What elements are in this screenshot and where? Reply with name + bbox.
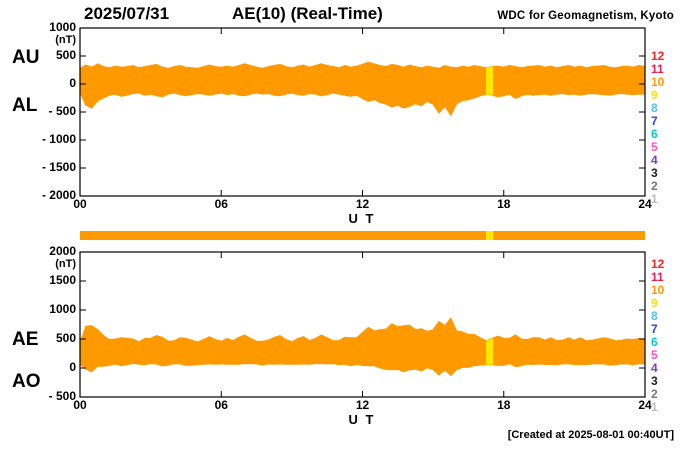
panel1-ytick-label--1500: - 1500	[41, 160, 76, 174]
panel1-ytick-label-0: 0	[69, 76, 76, 90]
panel2-station-count-7: 7	[651, 322, 658, 336]
panel1-station-count-4: 4	[651, 153, 658, 167]
panel2-station-count-10: 10	[651, 283, 665, 297]
panel1-station-count-1: 1	[651, 192, 658, 206]
panel1-ytick-label-1000: 1000	[49, 20, 76, 34]
panel2-xtick-label-18: 18	[497, 398, 511, 412]
data-source-label: WDC for Geomagnetism, Kyoto	[497, 10, 674, 22]
panel2-xtick-label-24: 24	[638, 398, 652, 412]
panel1-station-count-12: 12	[651, 49, 665, 63]
panel1-station-count-3: 3	[651, 166, 658, 180]
axis-label-ao: AO	[12, 371, 41, 392]
panel2-ytick-label-1000: 1000	[49, 302, 76, 316]
panel2-frame	[79, 251, 646, 398]
panel1-xtick-label-06: 06	[214, 197, 228, 211]
panel2-station-count-9: 9	[651, 296, 658, 310]
panel1-xtick-label-24: 24	[638, 197, 652, 211]
panel1-xtick-label-12: 12	[355, 197, 370, 211]
panel2-AE-AO-band	[79, 317, 646, 377]
panel2-station-count-6: 6	[651, 335, 658, 349]
panel1-station-count-8: 8	[651, 101, 658, 115]
plot-date: 2025/07/31	[84, 4, 170, 23]
panel1-station-count-6: 6	[651, 127, 658, 141]
panel1-station-count-10: 10	[651, 75, 665, 89]
availability-segment-10-stations	[493, 231, 645, 240]
panel2-station-count-12: 12	[651, 257, 665, 271]
plot-title: AE(10) (Real-Time)	[232, 4, 383, 23]
panel1-ytick-label-500: 500	[55, 48, 76, 62]
created-at-label: [Created at 2025-08-01 00:40UT]	[507, 429, 674, 441]
panel2-ytick-label-0: 0	[69, 360, 76, 374]
panel2-station-count-3: 3	[651, 374, 658, 388]
axis-label-au: AU	[12, 47, 40, 68]
panel1-frame	[79, 27, 646, 197]
panel2-ytick-label--500: - 500	[48, 389, 76, 403]
panel2-xtick-label-00: 00	[73, 398, 87, 412]
panel1-station-count-11: 11	[651, 62, 664, 76]
panel1-ytick-label--2000: - 2000	[41, 188, 76, 202]
panel2-xtick-label-12: 12	[355, 398, 370, 412]
axis-label-ae: AE	[12, 329, 39, 350]
panel1-xtick-label-18: 18	[497, 197, 511, 211]
panel2-station-count-1: 1	[651, 400, 658, 414]
panel1-ytick-label--1000: - 1000	[41, 132, 76, 146]
panel2-unit-label: (nT)	[55, 258, 76, 270]
panel2-highlight-stripe	[486, 318, 494, 376]
panel2-station-count-8: 8	[651, 309, 658, 323]
panel2-xtick-label-06: 06	[214, 398, 228, 412]
panel2-ytick-label-500: 500	[55, 331, 76, 345]
axis-label-al: AL	[12, 95, 38, 116]
panel2-ut-axis-label: U T	[348, 412, 376, 427]
availability-segment-10-stations	[80, 231, 487, 240]
panel1-station-count-5: 5	[651, 140, 658, 154]
panel1-unit-label: (nT)	[55, 34, 76, 46]
panel2-ytick-label-2000: 2000	[49, 244, 76, 258]
panel1-xtick-label-00: 00	[73, 197, 87, 211]
availability-segment-9-stations	[486, 231, 494, 240]
panel1-highlight-stripe	[486, 62, 494, 116]
panel2-ytick-label-1500: 1500	[49, 273, 76, 287]
panel1-ytick-label--500: - 500	[48, 104, 76, 118]
panel2-station-count-11: 11	[651, 270, 664, 284]
panel1-station-count-7: 7	[651, 114, 658, 128]
panel1-ut-axis-label: U T	[348, 211, 376, 226]
panel1-station-count-2: 2	[651, 179, 658, 193]
panel2-station-count-4: 4	[651, 361, 658, 375]
panel1-AU-AL-band	[79, 61, 646, 117]
panel2-station-count-2: 2	[651, 387, 658, 401]
panel2-station-count-5: 5	[651, 348, 658, 362]
panel1-station-count-9: 9	[651, 88, 658, 102]
